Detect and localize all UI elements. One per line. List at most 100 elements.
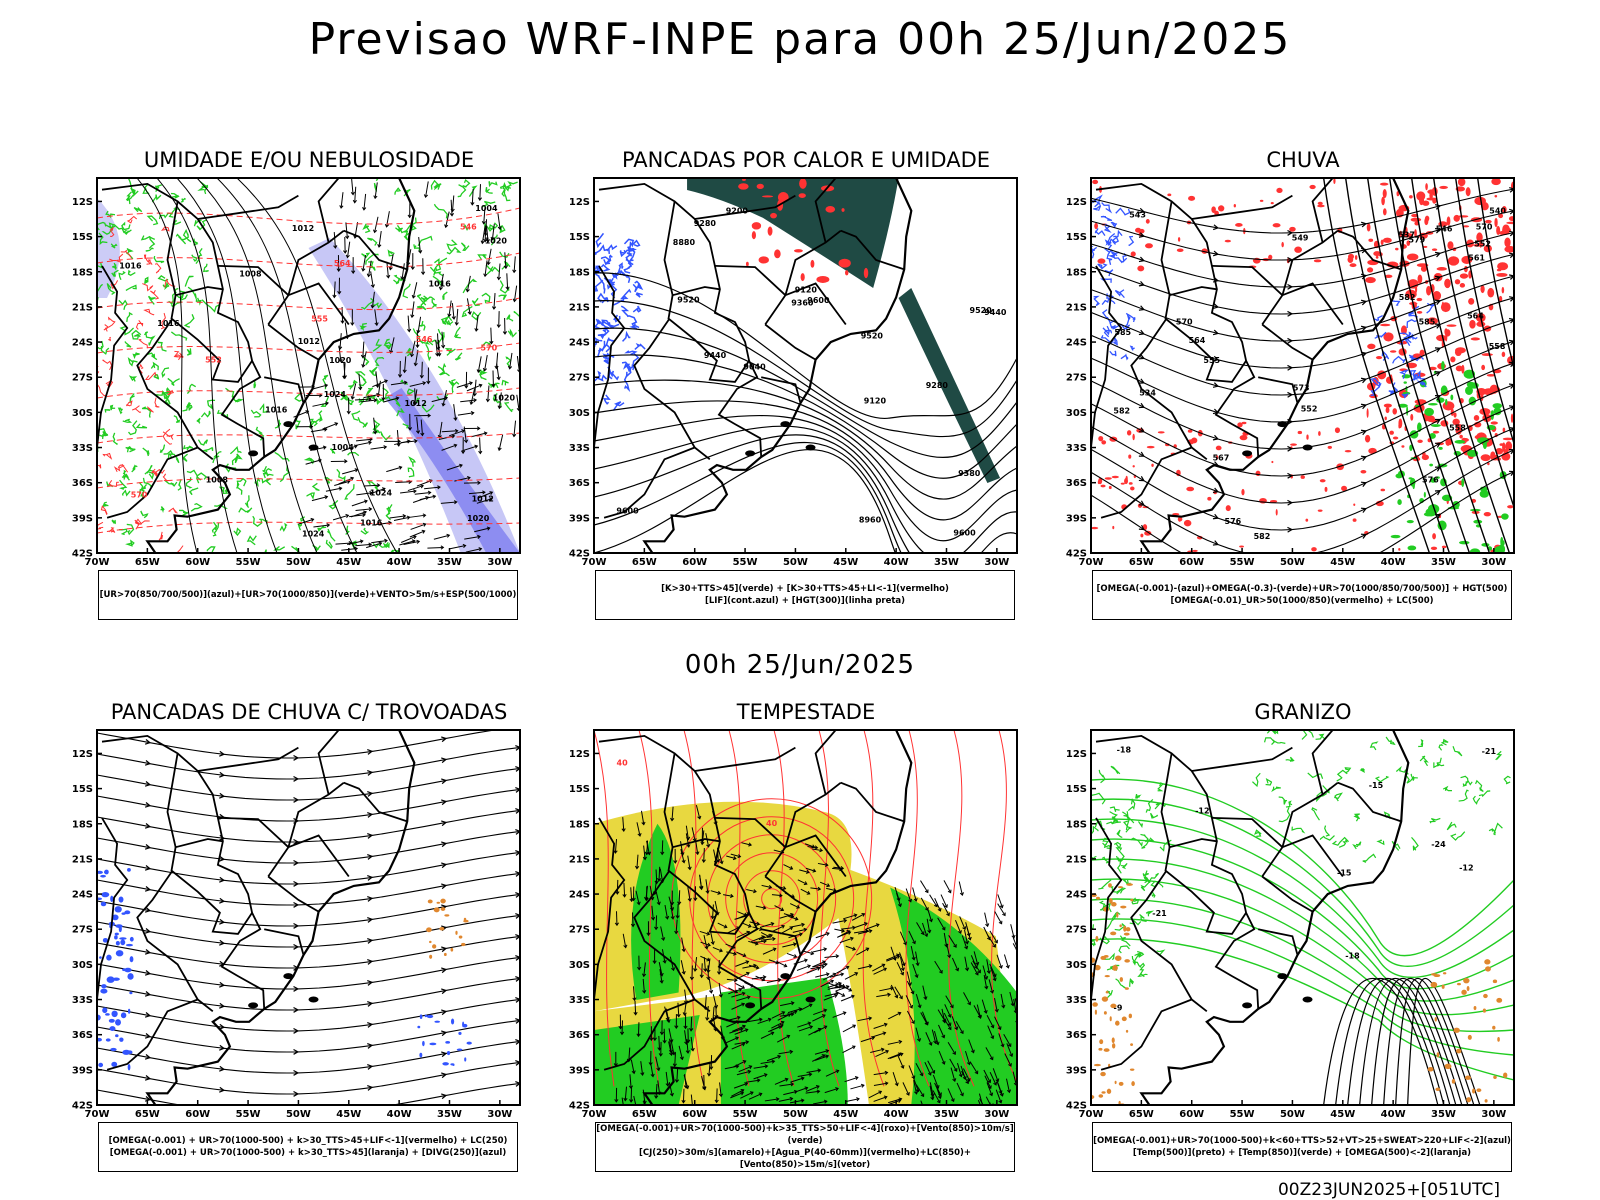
- lat-tick-label: 21S: [72, 854, 93, 865]
- lat-tick-label: 15S: [72, 784, 93, 795]
- lon-tick-label: 70W: [1079, 1109, 1104, 1120]
- contour-label: 534: [1139, 388, 1156, 397]
- contour-label: 570: [131, 491, 148, 500]
- contour-label: -21: [1152, 909, 1167, 918]
- lat-tick-label: 18S: [569, 819, 590, 830]
- contour-label: 570: [1476, 223, 1493, 232]
- legend-line: [CJ(250)>30m/s](amarelo)+[Agua_P(40-60mm…: [638, 1148, 972, 1170]
- contour-label: 1012: [405, 399, 427, 408]
- lon-tick-label: 50W: [783, 557, 808, 568]
- contour-label: 573: [1293, 384, 1310, 393]
- lon-tick-label: 40W: [884, 1109, 909, 1120]
- map-panel: 582 582 576 579 573 570 567 564 561 558 555 552 549 5…: [1066, 177, 1515, 568]
- lat-tick-label: 24S: [1066, 890, 1087, 901]
- contour-label: 9380: [958, 469, 981, 478]
- contour-label: 1020: [493, 393, 516, 402]
- lon-tick-label: 35W: [934, 1109, 959, 1120]
- contour-label: 40: [617, 759, 629, 768]
- lat-tick-label: 33S: [1066, 995, 1087, 1006]
- contour-label: 552: [1301, 404, 1318, 413]
- lat-tick-label: 42S: [569, 1101, 590, 1112]
- lon-tick-label: 45W: [336, 557, 361, 568]
- lon-tick-label: 60W: [1179, 1109, 1204, 1120]
- lon-tick-label: 60W: [682, 1109, 707, 1120]
- contour-label: 561: [1468, 254, 1485, 263]
- contour-label: 1016: [429, 280, 452, 289]
- lat-tick-label: 15S: [569, 784, 590, 795]
- contour-label: 576: [1422, 475, 1439, 484]
- lon-tick-label: 35W: [934, 557, 959, 568]
- contour-label: 555: [311, 314, 328, 323]
- contour-label: 40: [766, 819, 778, 828]
- legend-line: [UR>70(850/700/500)](azul)+[UR>70(1000/8…: [99, 590, 517, 600]
- lat-tick-label: 27S: [569, 373, 590, 384]
- panel-legend: [UR>70(850/700/500)](azul)+[UR>70(1000/8…: [98, 570, 518, 620]
- lon-tick-label: 35W: [437, 1109, 462, 1120]
- panel-title: UMIDADE E/OU NEBULOSIDADE: [143, 148, 475, 172]
- lat-tick-label: 12S: [569, 197, 590, 208]
- lat-tick-label: 33S: [1066, 443, 1087, 454]
- legend-line: [OMEGA(-0.001)+UR>70(1000-500)+k<60+TTS>…: [1093, 1136, 1511, 1146]
- legend-line: [LIF](cont.azul) + [HGT(300)](linha pret…: [704, 596, 906, 606]
- contour-label: 9280: [694, 219, 717, 228]
- lon-tick-label: 40W: [884, 557, 909, 568]
- lon-tick-label: 70W: [1079, 557, 1104, 568]
- contour-label: -24: [1431, 840, 1446, 849]
- contour-label: 582: [1113, 407, 1130, 416]
- contour-label: 9600: [807, 296, 830, 305]
- lat-tick-label: 27S: [72, 373, 93, 384]
- lat-tick-label: 36S: [1066, 1030, 1087, 1041]
- legend-line: [K>30+TTS>45](verde) + [K>30+TTS>45+LI<-…: [661, 584, 949, 594]
- lon-tick-label: 70W: [85, 1109, 110, 1120]
- contour-label: 9520: [861, 332, 884, 341]
- map-panel: 1016 1016 1020 1020 1016 1020 1024 1024 1024 1020…: [72, 177, 521, 568]
- lon-tick-label: 55W: [236, 557, 261, 568]
- lat-tick-label: 39S: [1066, 1065, 1087, 1076]
- contour-label: 9120: [864, 397, 887, 406]
- contour-label: 567: [1213, 454, 1230, 463]
- contour-label: 1024: [370, 489, 393, 498]
- contour-label: 9440: [704, 351, 727, 360]
- lon-tick-label: 55W: [1230, 1109, 1255, 1120]
- lat-tick-label: 12S: [72, 749, 93, 760]
- lat-tick-label: 24S: [72, 338, 93, 349]
- contour-label: 9280: [926, 381, 949, 390]
- lon-tick-label: 55W: [733, 557, 758, 568]
- lon-tick-label: 65W: [632, 557, 657, 568]
- contour-label: 1012: [292, 224, 314, 233]
- panel-legend: [OMEGA(-0.001) + UR>70(1000-500) + k>30_…: [98, 1122, 518, 1172]
- lon-tick-label: 70W: [582, 1109, 607, 1120]
- lat-tick-label: 33S: [569, 443, 590, 454]
- lat-tick-label: 30S: [72, 960, 93, 971]
- lon-tick-label: 60W: [185, 557, 210, 568]
- panel-title: CHUVA: [1266, 148, 1340, 172]
- lat-tick-label: 21S: [569, 854, 590, 865]
- lat-tick-label: 12S: [1066, 749, 1087, 760]
- contour-label: 1020: [485, 236, 508, 245]
- lon-tick-label: 70W: [582, 557, 607, 568]
- contour-label: 564: [1189, 336, 1206, 345]
- contour-label: 552: [1474, 240, 1491, 249]
- lon-tick-label: 35W: [437, 557, 462, 568]
- lon-tick-label: 70W: [85, 557, 110, 568]
- lon-tick-label: 55W: [733, 1109, 758, 1120]
- contour-label: 564: [334, 259, 351, 268]
- lat-tick-label: 42S: [72, 1101, 93, 1112]
- lon-tick-label: 50W: [1280, 1109, 1305, 1120]
- contour-label: 1004: [475, 204, 498, 213]
- lon-tick-label: 50W: [286, 557, 311, 568]
- contour-label: 1016: [265, 406, 288, 415]
- lat-tick-label: 24S: [569, 338, 590, 349]
- lat-tick-label: 21S: [569, 302, 590, 313]
- lat-tick-label: 36S: [1066, 478, 1087, 489]
- lat-tick-label: 30S: [1066, 408, 1087, 419]
- lon-tick-label: 30W: [984, 557, 1009, 568]
- contour-label: 579: [1409, 235, 1426, 244]
- contour-label: 1016: [157, 319, 180, 328]
- contour-label: 1016: [119, 262, 142, 271]
- lat-tick-label: 39S: [72, 513, 93, 524]
- contour-label: 570: [1176, 318, 1193, 327]
- lon-tick-label: 65W: [632, 1109, 657, 1120]
- contour-label: 552: [205, 356, 222, 365]
